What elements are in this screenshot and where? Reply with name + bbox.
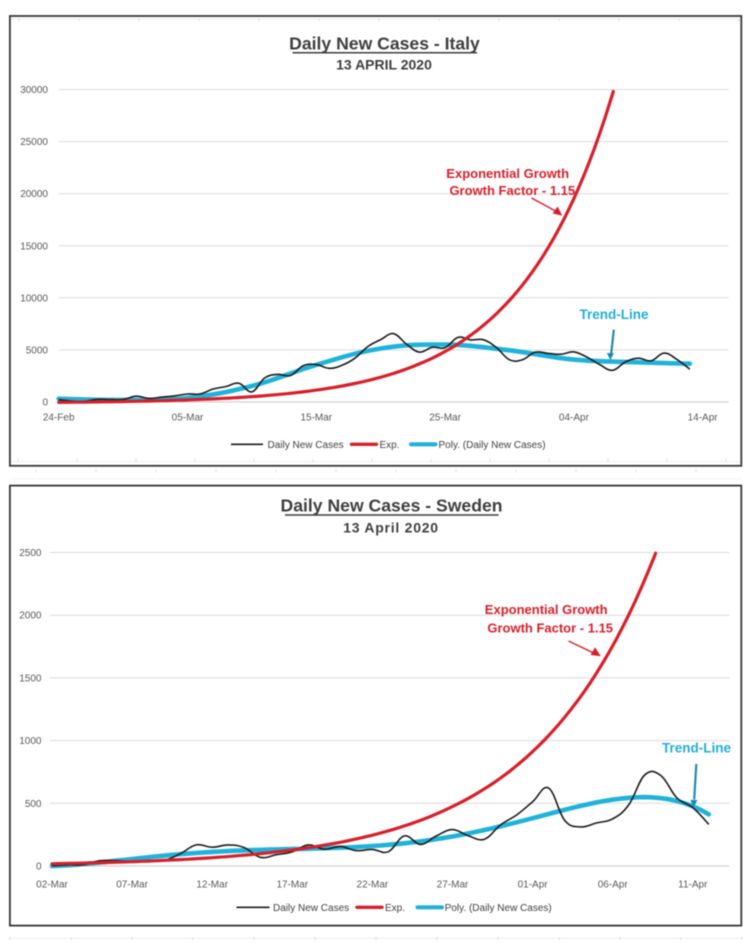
svg-text:500: 500 <box>25 799 42 810</box>
svg-text:Trend-Line: Trend-Line <box>579 307 648 322</box>
svg-text:15-Mar: 15-Mar <box>300 413 332 424</box>
svg-text:Daily New Cases: Daily New Cases <box>273 903 349 914</box>
svg-text:5000: 5000 <box>26 345 49 356</box>
svg-text:27-Mar: 27-Mar <box>437 880 469 891</box>
svg-text:20000: 20000 <box>20 189 48 200</box>
svg-text:2000: 2000 <box>19 611 42 622</box>
svg-text:Daily New Cases - Italy: Daily New Cases - Italy <box>289 34 480 54</box>
svg-text:06-Apr: 06-Apr <box>598 880 629 891</box>
svg-text:13 April 2020: 13 April 2020 <box>343 520 439 536</box>
svg-text:Growth Factor - 1.15: Growth Factor - 1.15 <box>487 621 613 636</box>
svg-text:24-Feb: 24-Feb <box>43 413 75 424</box>
svg-text:Exponential Growth: Exponential Growth <box>485 602 608 617</box>
svg-text:2500: 2500 <box>19 548 42 559</box>
svg-text:25000: 25000 <box>20 137 48 148</box>
svg-text:02-Mar: 02-Mar <box>36 880 68 891</box>
svg-text:0: 0 <box>36 862 42 873</box>
svg-text:01-Apr: 01-Apr <box>518 880 549 891</box>
svg-text:Exponential Growth: Exponential Growth <box>446 166 569 181</box>
svg-text:07-Mar: 07-Mar <box>116 880 148 891</box>
svg-text:30000: 30000 <box>20 85 48 96</box>
svg-text:Daily New Cases: Daily New Cases <box>268 440 344 451</box>
svg-text:Poly. (Daily New Cases): Poly. (Daily New Cases) <box>445 903 552 914</box>
svg-text:Exp.: Exp. <box>385 903 405 914</box>
svg-text:13 APRIL 2020: 13 APRIL 2020 <box>336 57 432 73</box>
svg-text:22-Mar: 22-Mar <box>357 880 389 891</box>
svg-text:05-Mar: 05-Mar <box>172 413 204 424</box>
svg-text:Growth Factor - 1.15: Growth Factor - 1.15 <box>449 183 575 198</box>
svg-text:17-Mar: 17-Mar <box>276 880 308 891</box>
svg-text:14-Apr: 14-Apr <box>688 413 719 424</box>
svg-text:Poly. (Daily New Cases): Poly. (Daily New Cases) <box>439 440 546 451</box>
svg-text:Exp.: Exp. <box>380 440 400 451</box>
svg-text:0: 0 <box>42 398 48 409</box>
svg-text:1500: 1500 <box>19 673 42 684</box>
svg-text:12-Mar: 12-Mar <box>196 880 228 891</box>
svg-text:04-Apr: 04-Apr <box>559 413 590 424</box>
svg-text:Daily New Cases - Sweden: Daily New Cases - Sweden <box>281 496 503 516</box>
svg-text:25-Mar: 25-Mar <box>429 413 461 424</box>
svg-text:10000: 10000 <box>20 293 48 304</box>
svg-text:15000: 15000 <box>20 241 48 252</box>
svg-text:1000: 1000 <box>19 736 42 747</box>
svg-text:Trend-Line: Trend-Line <box>662 741 731 756</box>
svg-text:11-Apr: 11-Apr <box>678 880 708 891</box>
